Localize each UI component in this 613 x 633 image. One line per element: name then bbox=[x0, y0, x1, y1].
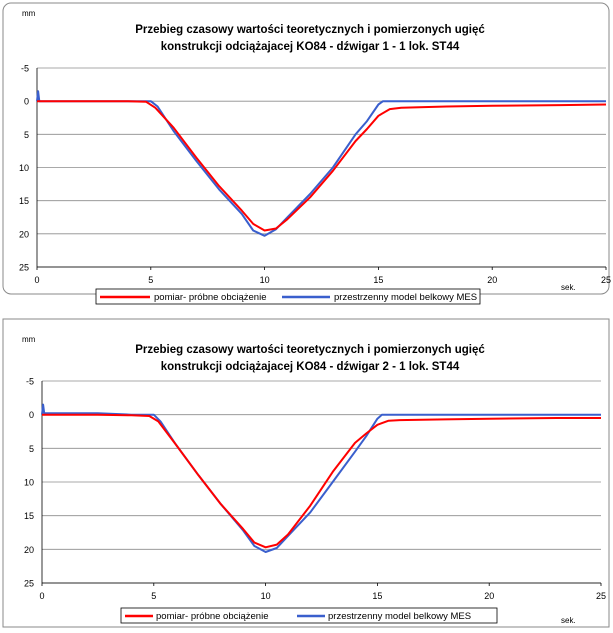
plot-layer: -5 0 5 10 15 20 25 0 5 10 15 20 25 bbox=[19, 64, 611, 286]
legend-label-series-2: przestrzenny model belkowy MES bbox=[328, 611, 471, 622]
y-tick-label-1: 0 bbox=[24, 97, 29, 107]
chart-frame bbox=[2, 318, 610, 628]
chart-subtitle: konstrukcji odciążajacej KO84 - dźwigar … bbox=[161, 41, 460, 53]
chart-2: mm Przebieg czasowy wartości teoretyczny… bbox=[0, 318, 613, 628]
x-tick-label-1: 5 bbox=[148, 275, 153, 285]
x-axis-unit: sek. bbox=[561, 283, 576, 292]
y-tick-label-4: 15 bbox=[24, 511, 34, 521]
y-tick-label-0: -5 bbox=[26, 377, 34, 387]
legend: pomiar- próbne obciążenie przestrzenny m… bbox=[120, 607, 498, 624]
chart-subtitle: konstrukcji odciążajacej KO84 - dźwigar … bbox=[161, 361, 460, 373]
x-tick-label-3: 15 bbox=[373, 275, 383, 285]
legend-label-series-1: pomiar- próbne obciążenie bbox=[156, 611, 268, 622]
legend-label-series-2: przestrzenny model belkowy MES bbox=[334, 292, 477, 303]
chart-1: mm Przebieg czasowy wartości teoretyczny… bbox=[0, 2, 613, 312]
x-tick-label-0: 0 bbox=[39, 591, 44, 601]
y-tick-label-3: 10 bbox=[24, 478, 34, 488]
x-axis-unit: sek. bbox=[561, 616, 576, 625]
series-line-1 bbox=[37, 100, 607, 232]
x-tick-label-5: 25 bbox=[601, 275, 611, 285]
y-axis-unit: mm bbox=[22, 9, 36, 18]
x-tick-label-1: 5 bbox=[151, 591, 156, 601]
y-tick-label-2: 5 bbox=[24, 130, 29, 140]
plot-layer: -5 0 5 10 15 20 25 0 5 10 15 20 25 bbox=[24, 377, 606, 602]
y-tick-label-5: 20 bbox=[24, 545, 34, 555]
chart-title: Przebieg czasowy wartości teoretycznych … bbox=[135, 344, 485, 356]
y-axis-unit: mm bbox=[22, 335, 36, 344]
y-tick-label-5: 20 bbox=[19, 229, 29, 239]
x-tick-label-2: 10 bbox=[261, 591, 271, 601]
y-tick-label-0: -5 bbox=[21, 64, 29, 74]
x-tick-label-0: 0 bbox=[34, 275, 39, 285]
y-tick-label-2: 5 bbox=[29, 444, 34, 454]
y-tick-label-6: 25 bbox=[24, 579, 34, 589]
x-tick-label-4: 20 bbox=[484, 591, 494, 601]
x-tick-label-5: 25 bbox=[596, 591, 606, 601]
y-tick-label-4: 15 bbox=[19, 196, 29, 206]
x-tick-label-4: 20 bbox=[487, 275, 497, 285]
x-tick-label-3: 15 bbox=[372, 591, 382, 601]
legend-label-series-1: pomiar- próbne obciążenie bbox=[154, 292, 266, 303]
y-tick-label-3: 10 bbox=[19, 163, 29, 173]
y-tick-label-1: 0 bbox=[29, 410, 34, 420]
x-tick-label-2: 10 bbox=[260, 275, 270, 285]
chart-2-svg: mm Przebieg czasowy wartości teoretyczny… bbox=[2, 318, 610, 628]
chart-1-svg: mm Przebieg czasowy wartości teoretyczny… bbox=[2, 2, 611, 305]
chart-title: Przebieg czasowy wartości teoretycznych … bbox=[135, 24, 485, 36]
series-line-1 bbox=[42, 413, 601, 549]
legend: pomiar- próbne obciążenie przestrzenny m… bbox=[95, 288, 481, 305]
y-tick-label-6: 25 bbox=[19, 263, 29, 273]
